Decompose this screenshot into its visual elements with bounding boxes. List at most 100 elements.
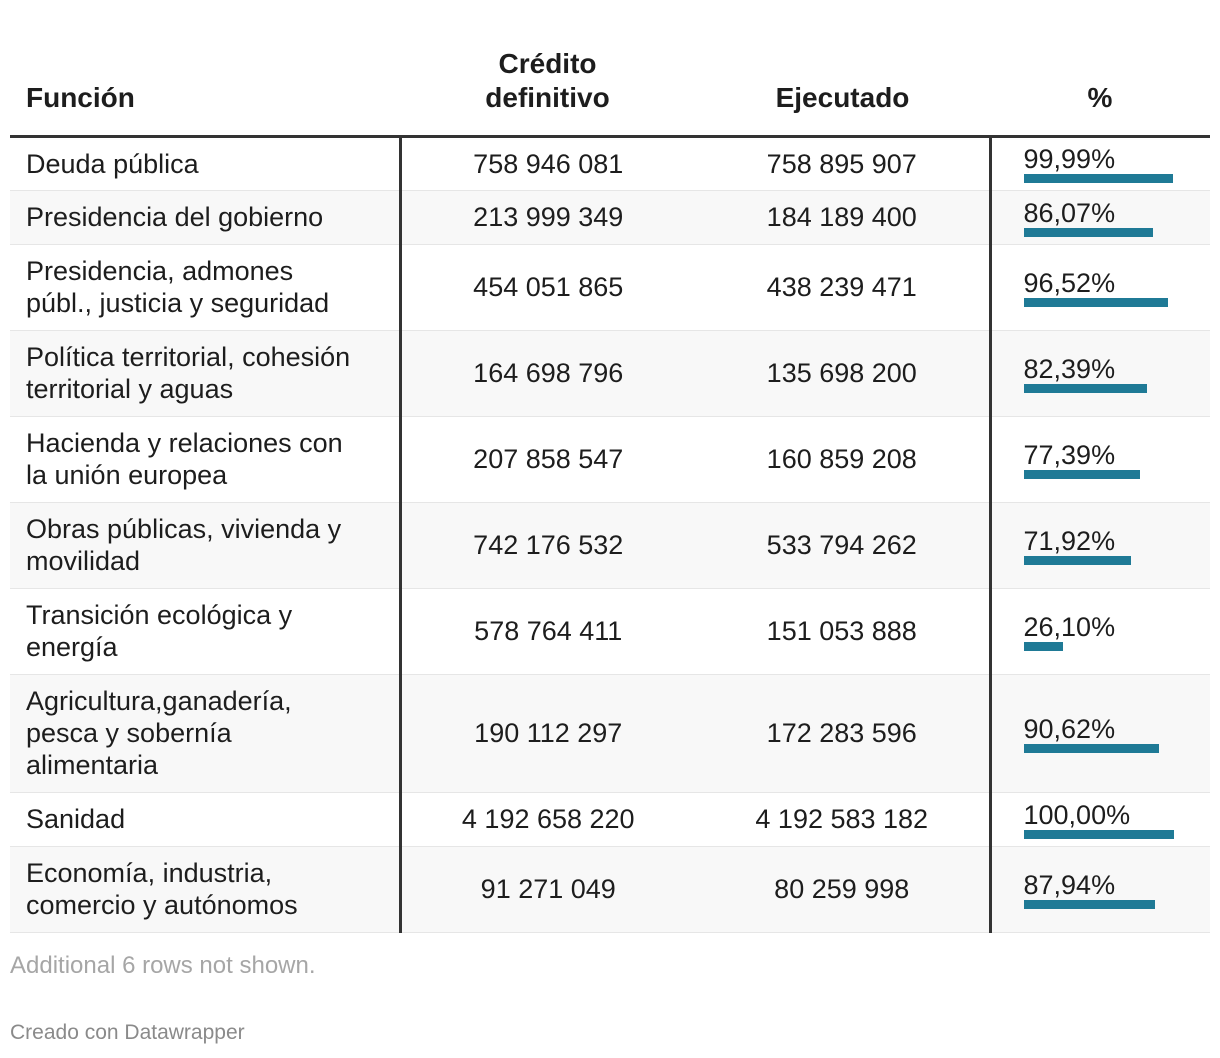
funcion-line: Deuda pública [26, 148, 199, 179]
pct-value: 26,10% [1023, 611, 1116, 642]
data-table: Función Crédito definitivo Ejecutado % D… [10, 0, 1210, 933]
cell-ejecutado: 758 895 907 [766, 148, 917, 179]
cell-credito: 207 858 547 [398, 416, 695, 502]
cell-funcion: Transición ecológica y energía [10, 588, 400, 674]
cell-pct: 26,10% [988, 588, 1210, 674]
header-funcion[interactable]: Función [10, 0, 400, 138]
pct-bar [1023, 227, 1153, 237]
funcion-line: comercio y autónomos [26, 890, 298, 920]
pct-value: 77,39% [1023, 439, 1116, 470]
pct-bar-track [1023, 641, 1174, 651]
funcion-line: Sanidad [26, 804, 126, 834]
table-row: Deuda pública 758 946 081 758 895 907 99,99… [10, 136, 1210, 190]
cell-pct: 90,62% [988, 674, 1210, 792]
pct-wrap: 99,99% [1023, 144, 1174, 183]
pct-value: 90,62% [1023, 713, 1116, 744]
pct-bar-track [1023, 297, 1174, 307]
cell-pct: 87,94% [988, 846, 1210, 932]
pct-bar [1023, 174, 1174, 183]
pct-bar [1023, 383, 1148, 393]
header-credito[interactable]: Crédito definitivo [400, 0, 695, 138]
cell-ejecutado: 80 259 998 [774, 874, 910, 904]
header-ejecutado[interactable]: Ejecutado [695, 0, 990, 138]
cell-ejecutado: 172 283 596 [766, 718, 917, 748]
funcion-line: la unión europea [26, 460, 228, 490]
pct-bar [1023, 829, 1174, 839]
cell-ejecutado: 160 859 208 [766, 444, 917, 474]
cell-pct: 99,99% [988, 136, 1210, 190]
cell-ejecutado: 533 794 262 [766, 530, 917, 560]
cell-pct: 96,52% [988, 244, 1210, 330]
funcion-line: movilidad [26, 546, 141, 576]
cell-funcion: Sanidad [10, 792, 400, 846]
table-row: Agricultura,ganadería, pesca y sobernía al… [10, 674, 1210, 792]
pct-wrap: 100,00% [1023, 799, 1174, 839]
cell-funcion: Presidencia, admones públ., justicia y se… [10, 244, 400, 330]
table-row: Sanidad 4 192 658 220 4 192 583 182 100,00% [10, 792, 1210, 846]
cell-credito: 91 271 049 [398, 846, 695, 932]
pct-bar-track [1023, 743, 1174, 753]
pct-bar-track [1023, 829, 1174, 839]
table-row: Presidencia del gobierno 213 999 349 184 1… [10, 190, 1210, 244]
cell-funcion: Presidencia del gobierno [10, 190, 400, 244]
pct-bar-track [1023, 469, 1174, 479]
datawrapper-credit: Creado con Datawrapper [10, 1021, 245, 1044]
pct-bar-track [1023, 383, 1174, 393]
cell-pct: 100,00% [988, 792, 1210, 846]
pct-bar [1023, 899, 1156, 909]
header-pct[interactable]: % [990, 0, 1210, 138]
cell-credito: 190 112 297 [398, 674, 695, 792]
cell-credito: 213 999 349 [398, 190, 695, 244]
funcion-line: públ., justicia y seguridad [26, 288, 330, 318]
pct-bar [1023, 743, 1160, 753]
table-row: Obras públicas, vivienda y movilidad 742 1… [10, 502, 1210, 588]
funcion-line: Política territorial, cohesión [26, 342, 351, 372]
pct-bar-track [1023, 227, 1174, 237]
funcion-line: Presidencia del gobierno [26, 202, 324, 232]
pct-value: 87,94% [1023, 869, 1116, 900]
cell-funcion: Obras públicas, vivienda y movilidad [10, 502, 400, 588]
pct-bar-track [1023, 174, 1174, 183]
header-row: Función Crédito definitivo Ejecutado % [10, 0, 1210, 138]
pct-bar [1023, 297, 1169, 307]
cell-ejecutado: 151 053 888 [766, 616, 917, 646]
funcion-line: Hacienda y relaciones con [26, 428, 343, 458]
pct-value: 96,52% [1023, 267, 1116, 298]
pct-wrap: 71,92% [1023, 526, 1174, 565]
cell-ejecutado: 4 192 583 182 [755, 804, 929, 834]
pct-value: 86,07% [1023, 197, 1116, 228]
pct-bar [1023, 469, 1140, 479]
pct-wrap: 87,94% [1023, 869, 1174, 909]
pct-value: 82,39% [1023, 353, 1116, 384]
funcion-line: Presidencia, admones [26, 256, 294, 286]
pct-value: 100,00% [1023, 799, 1131, 830]
table-body: Deuda pública 758 946 081 758 895 907 99,99… [10, 136, 1210, 932]
cell-ejecutado: 184 189 400 [766, 202, 917, 232]
cell-funcion: Deuda pública [10, 136, 400, 190]
pct-bar [1023, 555, 1132, 565]
pct-wrap: 77,39% [1023, 439, 1174, 479]
cell-credito: 578 764 411 [398, 588, 695, 674]
pct-wrap: 26,10% [1023, 611, 1174, 651]
table-row: Política territorial, cohesión territoria… [10, 330, 1210, 416]
pct-bar [1023, 641, 1063, 651]
pct-wrap: 90,62% [1023, 713, 1174, 753]
pct-wrap: 82,39% [1023, 353, 1174, 393]
cell-credito: 758 946 081 [398, 136, 695, 190]
cell-pct: 77,39% [988, 416, 1210, 502]
pct-wrap: 86,07% [1023, 197, 1174, 237]
funcion-line: Agricultura,ganadería, [26, 686, 292, 716]
table-container: Función Crédito definitivo Ejecutado % D… [10, 0, 1210, 933]
cell-ejecutado: 438 239 471 [766, 272, 917, 302]
cell-pct: 71,92% [988, 502, 1210, 588]
cell-pct: 86,07% [988, 190, 1210, 244]
funcion-line: Economía, industria, [26, 858, 273, 888]
cell-credito: 742 176 532 [398, 502, 695, 588]
pct-bar-track [1023, 899, 1174, 909]
cell-credito: 164 698 796 [398, 330, 695, 416]
cell-credito: 454 051 865 [398, 244, 695, 330]
funcion-line: energía [26, 632, 118, 662]
cell-funcion: Agricultura,ganadería, pesca y sobernía al… [10, 674, 400, 792]
pct-value: 99,99% [1023, 144, 1116, 174]
table-row: Hacienda y relaciones con la unión europe… [10, 416, 1210, 502]
